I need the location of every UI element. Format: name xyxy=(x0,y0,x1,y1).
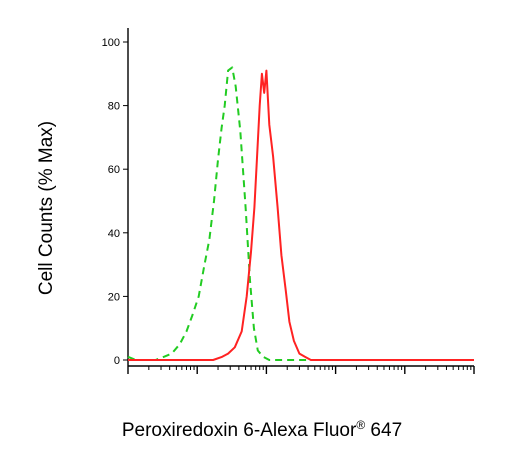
isotype-control-histogram-line xyxy=(127,66,474,361)
x-axis-title: Peroxiredoxin 6-Alexa Fluor® 647 xyxy=(122,418,402,441)
y-axis-ticks: 0 20 40 60 80 100 xyxy=(102,37,128,367)
x-axis-title-main: Peroxiredoxin 6-Alexa Fluor xyxy=(122,420,357,441)
plot-frame xyxy=(127,28,474,367)
sample-histogram-line xyxy=(128,69,474,361)
y-tick-label: 100 xyxy=(102,37,120,49)
x-axis-title-suffix: 647 xyxy=(365,420,402,441)
series-layer xyxy=(127,66,474,361)
y-tick-label: 80 xyxy=(108,101,120,113)
y-tick-label: 0 xyxy=(114,355,120,367)
y-tick-label: 40 xyxy=(108,228,120,240)
y-tick-label: 20 xyxy=(108,291,120,303)
y-tick-label: 60 xyxy=(108,164,120,176)
x-axis-title-registered-mark: ® xyxy=(356,418,365,432)
x-axis-ticks xyxy=(127,366,475,374)
y-axis-title: Cell Counts (% Max) xyxy=(36,121,57,295)
